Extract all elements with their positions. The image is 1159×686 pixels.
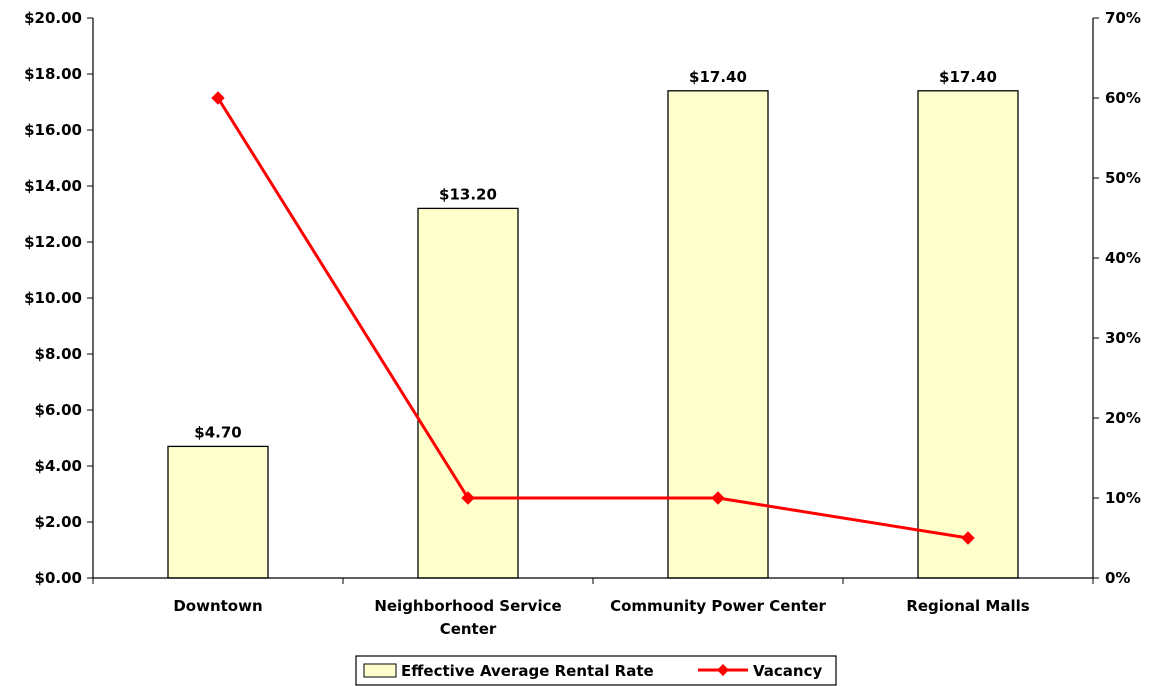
bar [417, 207, 519, 579]
left-tick-label: $2.00 [35, 513, 82, 531]
left-tick-label: $20.00 [24, 9, 82, 27]
left-tick-label: $10.00 [24, 289, 82, 307]
legend-box [355, 655, 837, 686]
left-tick-label: $6.00 [35, 401, 82, 419]
bar-value-label: $4.70 [194, 423, 241, 441]
right-tick-label: 10% [1105, 489, 1141, 507]
x-tick-label: Downtown [173, 597, 262, 615]
bar [917, 90, 1019, 579]
right-tick-label: 50% [1105, 169, 1141, 187]
left-tick-label: $0.00 [35, 569, 82, 587]
vacancy-marker [711, 491, 725, 505]
legend-swatch-marker [717, 664, 729, 676]
legend-label-vacancy: Vacancy [753, 662, 822, 680]
axes-layer: $0.00 $2.00 $4.00 $6.00 $8.00 $10.00 $12.00 $14… [24, 9, 1141, 638]
bar-value-label: $17.40 [689, 68, 747, 86]
bar-labels-layer: $4.70 $13.20 $17.40 $17.40 [194, 68, 997, 442]
left-tick-label: $12.00 [24, 233, 82, 251]
left-tick-label: $16.00 [24, 121, 82, 139]
vacancy-marker [461, 491, 475, 505]
left-tick-label: $8.00 [35, 345, 82, 363]
vacancy-line [216, 97, 969, 540]
x-tick-label: Regional Malls [906, 597, 1029, 615]
bar [167, 445, 269, 579]
right-tick-label: 20% [1105, 409, 1141, 427]
bars-layer [167, 90, 1019, 579]
right-tick-label: 0% [1105, 569, 1130, 587]
vacancy-marker [961, 531, 975, 545]
right-tick-label: 60% [1105, 89, 1141, 107]
right-tick-label: 70% [1105, 9, 1141, 27]
right-tick-label: 40% [1105, 249, 1141, 267]
bar-value-label: $13.20 [439, 185, 497, 203]
left-tick-label: $4.00 [35, 457, 82, 475]
x-tick-label: Center [440, 620, 497, 638]
vacancy-marker [211, 91, 225, 105]
legend: Effective Average Rental Rate Vacancy [355, 655, 837, 686]
x-tick-label: Neighborhood Service [374, 597, 561, 615]
right-tick-label: 30% [1105, 329, 1141, 347]
left-tick-label: $14.00 [24, 177, 82, 195]
bar-value-label: $17.40 [939, 68, 997, 86]
legend-swatch-bar [363, 663, 397, 678]
left-tick-label: $18.00 [24, 65, 82, 83]
legend-label-rental-rate: Effective Average Rental Rate [401, 662, 654, 680]
line-layer [211, 91, 975, 545]
x-tick-label: Community Power Center [610, 597, 826, 615]
